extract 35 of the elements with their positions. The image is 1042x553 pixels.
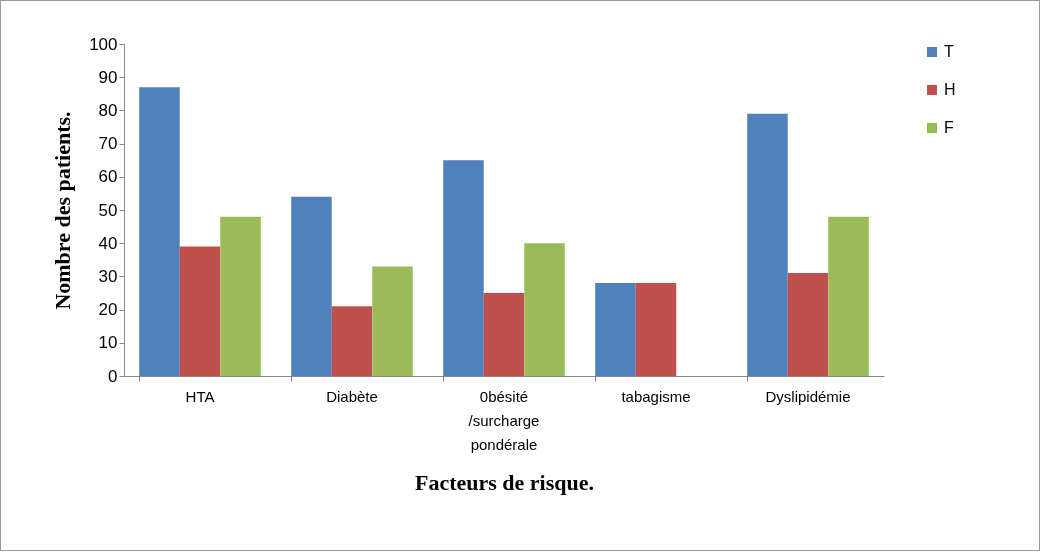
- y-tick-label: 80: [98, 100, 118, 120]
- x-tick-label: Diabète: [326, 387, 378, 405]
- y-tick-label: 90: [98, 67, 118, 87]
- bar: [828, 216, 869, 376]
- y-tick-label: 40: [98, 233, 118, 253]
- y-tick-label: 50: [98, 200, 118, 220]
- x-tick-label: tabagisme: [621, 387, 691, 405]
- y-tick-label: 60: [98, 167, 118, 187]
- x-tick-label: Dyslipidémie: [765, 387, 851, 405]
- legend-label: F: [944, 119, 954, 136]
- bar: [443, 160, 484, 376]
- y-tick-label: 0: [108, 366, 118, 386]
- bar: [372, 266, 413, 376]
- x-axis-title: Facteurs de risque.: [414, 469, 595, 495]
- y-tick-label: 70: [98, 134, 118, 154]
- bar: [139, 87, 180, 376]
- bar: [483, 293, 525, 376]
- y-tick-label: 100: [89, 34, 118, 54]
- legend-label: T: [944, 43, 954, 60]
- bar: [595, 283, 636, 376]
- bar: [635, 283, 677, 376]
- x-tick-label: HTA: [185, 387, 215, 405]
- legend-label: H: [944, 81, 956, 98]
- y-tick-label: 10: [98, 333, 118, 353]
- bar: [747, 113, 788, 376]
- bar: [331, 306, 373, 376]
- bar: [220, 216, 261, 376]
- y-tick-label: 30: [98, 266, 118, 286]
- y-axis-title: Nombre des patients.: [50, 111, 76, 310]
- y-tick-label: 20: [98, 300, 118, 320]
- bar: [291, 196, 332, 376]
- x-tick-label: 0bésité /surcharge pondérale: [468, 387, 540, 453]
- bar: [179, 246, 221, 376]
- bar: [524, 243, 565, 376]
- bar: [787, 273, 829, 376]
